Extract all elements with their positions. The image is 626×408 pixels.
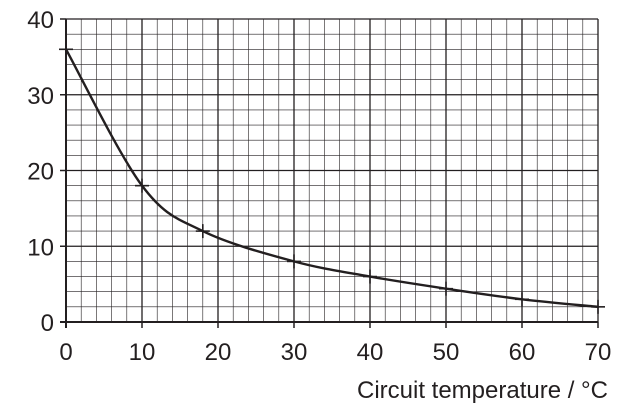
x-tick-label: 30 [281,339,308,366]
x-tick-label: 70 [585,339,612,366]
data-point-marker [439,281,453,296]
x-tick-label: 60 [509,339,536,366]
data-point-marker [515,292,529,307]
y-tick-label: 10 [27,234,54,261]
y-tick-label: 40 [27,7,54,34]
plot-area [59,42,605,314]
y-tick-label: 0 [41,310,54,337]
data-point-marker [135,178,149,193]
data-point-marker [195,224,210,239]
y-tick-label: 20 [27,159,54,186]
data-point-marker [287,254,301,269]
y-tick-label: 30 [27,83,54,110]
x-tick-label: 10 [129,339,156,366]
data-point-marker [591,299,605,314]
data-point-marker [59,42,73,57]
axes [60,18,599,328]
x-tick-label: 50 [433,339,460,366]
x-axis-label: Circuit temperature / °C [357,377,608,404]
data-point-marker [363,269,377,284]
x-tick-label: 0 [59,339,72,366]
tick-labels: 0 10 20 30 40 50 60 70 0 10 20 30 40 [27,7,611,366]
x-tick-label: 20 [205,339,232,366]
data-curve [64,48,600,309]
x-tick-label: 40 [357,339,384,366]
